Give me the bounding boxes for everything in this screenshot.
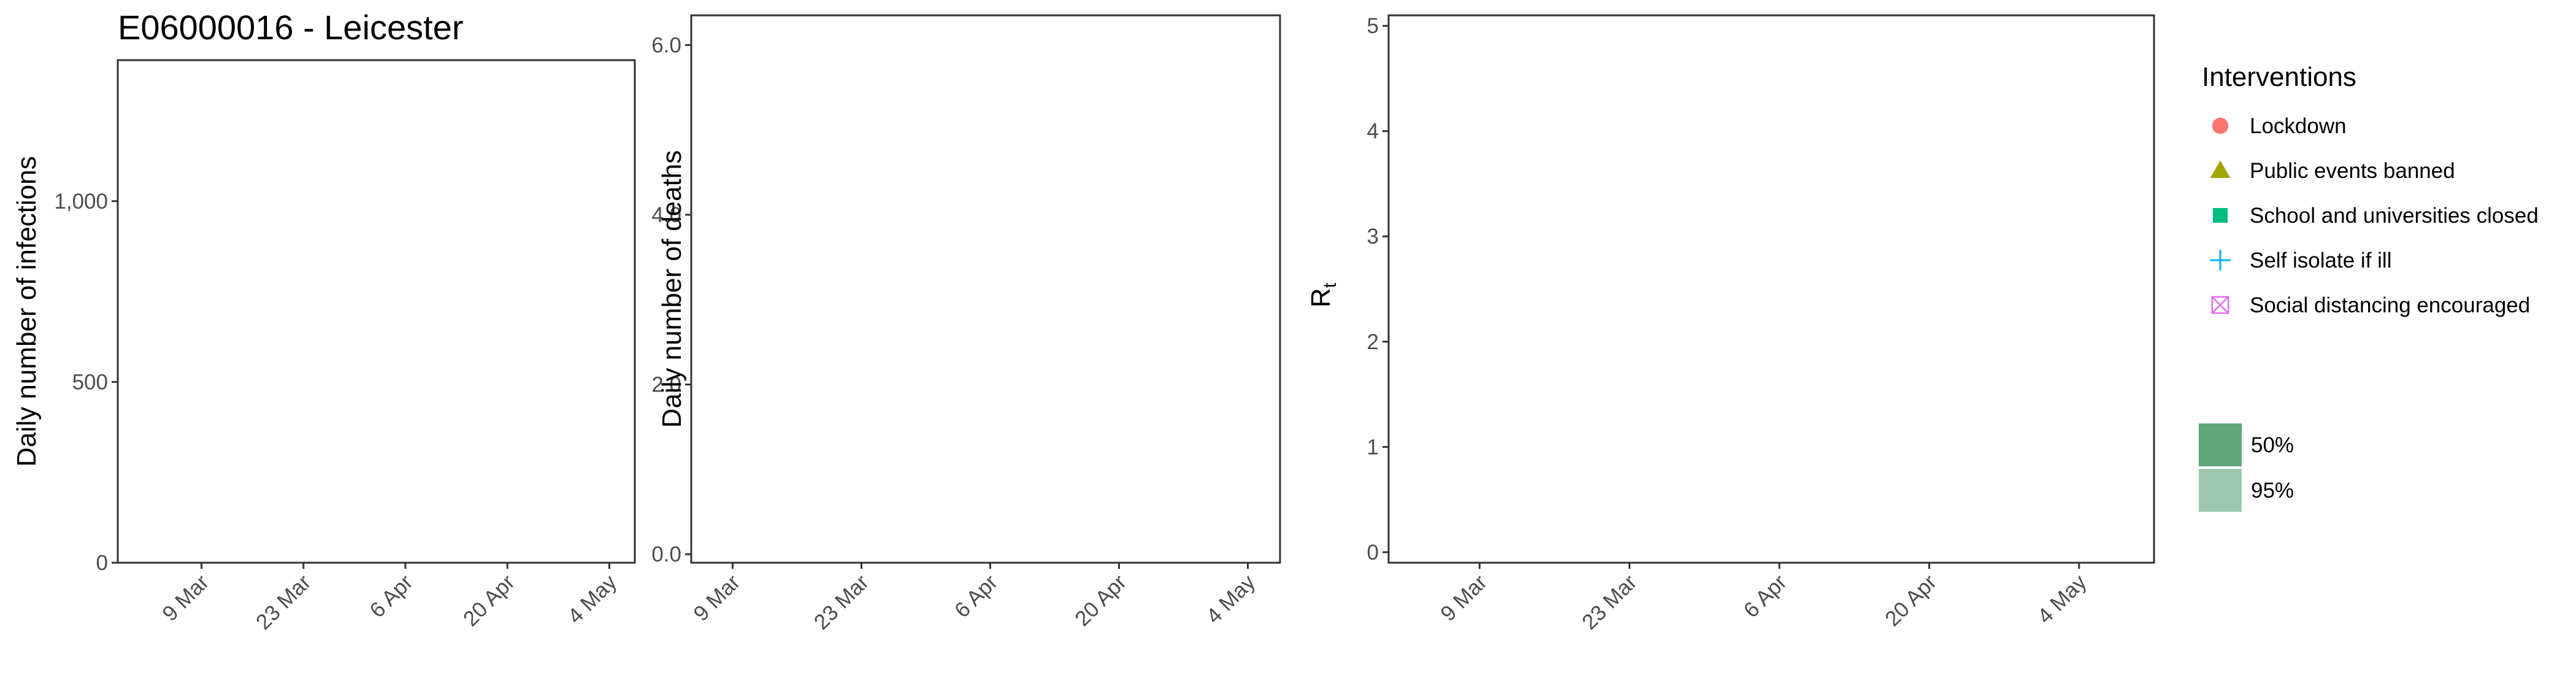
y-tick-label: 2 <box>1367 330 1379 354</box>
y-tick-label: 0 <box>96 551 108 575</box>
x-tick-label: 23 Mar <box>1577 570 1642 635</box>
x-tick-label: 4 May <box>2033 570 2091 628</box>
y-tick-label: 5 <box>1367 14 1379 38</box>
x-tick-label: 6 Apr <box>1739 570 1792 623</box>
y-tick-label: 1 <box>1367 435 1379 459</box>
x-tick-label: 9 Mar <box>1436 570 1492 626</box>
y-tick-label: 1,000 <box>54 190 108 214</box>
y-tick-label: 0 <box>1367 541 1379 565</box>
legend-band-label: 50% <box>2251 433 2294 457</box>
legend-symbol <box>2210 160 2231 178</box>
infections-panel: 0 500 1,000 9 Mar 23 Mar 6 Apr 20 Apr 4 May Dail… <box>12 60 635 635</box>
x-tick-label: 9 Mar <box>158 570 213 626</box>
y-axis-title-main: R <box>1306 288 1336 307</box>
x-tick-label: 20 Apr <box>1070 570 1131 631</box>
panel-border <box>691 15 1280 563</box>
interventions-legend: Lockdown Public events banned School and u… <box>2210 114 2539 317</box>
legend-symbol <box>2212 118 2228 134</box>
panel-border <box>118 60 635 563</box>
legend-swatch <box>2199 469 2242 512</box>
y-tick-label: 4 <box>1367 120 1379 144</box>
x-tick-label: 6 Apr <box>950 570 1003 623</box>
legend-label: Self isolate if ill <box>2250 249 2391 272</box>
rt-panel: 0 1 2 3 4 5 9 Mar 23 Mar 6 Apr 20 Apr 4 May Rt <box>1306 14 2154 635</box>
legend-label: Lockdown <box>2250 114 2347 138</box>
x-tick-label: 4 May <box>563 570 621 628</box>
legend-label: Public events banned <box>2250 159 2455 183</box>
legend-symbol <box>2213 208 2228 223</box>
figure-title: E06000016 - Leicester <box>118 8 464 47</box>
x-tick-label: 6 Apr <box>365 570 418 623</box>
x-tick-label: 20 Apr <box>1880 570 1941 631</box>
bands-legend: 50% 95% <box>2199 423 2294 512</box>
panel-border <box>1389 15 2154 563</box>
y-axis-title: Rt <box>1306 282 1340 307</box>
deaths-panel: 0.02.04.06.09 Mar 23 Mar 6 Apr 20 Apr 4 MayD… <box>651 15 1280 635</box>
y-axis-title: Daily number of deaths <box>657 150 687 428</box>
legend-swatch <box>2199 423 2242 466</box>
x-tick-label: 23 Mar <box>810 570 874 635</box>
y-axis-title-subscript: t <box>1320 282 1340 288</box>
legend-label: Social distancing encouraged <box>2250 293 2530 317</box>
x-tick-label: 9 Mar <box>689 570 745 626</box>
x-tick-label: 4 May <box>1202 570 1260 628</box>
legend-band-label: 95% <box>2251 479 2294 503</box>
x-tick-label: 20 Apr <box>459 570 519 631</box>
legend-symbol <box>2212 297 2228 313</box>
y-tick-label: 3 <box>1367 225 1379 249</box>
y-tick-label: 6.0 <box>651 33 681 57</box>
legend: Interventions Lockdown Public events bann… <box>2199 62 2539 512</box>
legend-title: Interventions <box>2202 62 2356 92</box>
y-tick-label: 500 <box>72 370 108 394</box>
legend-label: School and universities closed <box>2250 204 2539 228</box>
legend-symbol <box>2210 250 2231 271</box>
y-tick-label: 0.0 <box>651 542 681 566</box>
y-axis-title: Daily number of infections <box>12 156 42 466</box>
x-tick-label: 23 Mar <box>251 570 316 635</box>
